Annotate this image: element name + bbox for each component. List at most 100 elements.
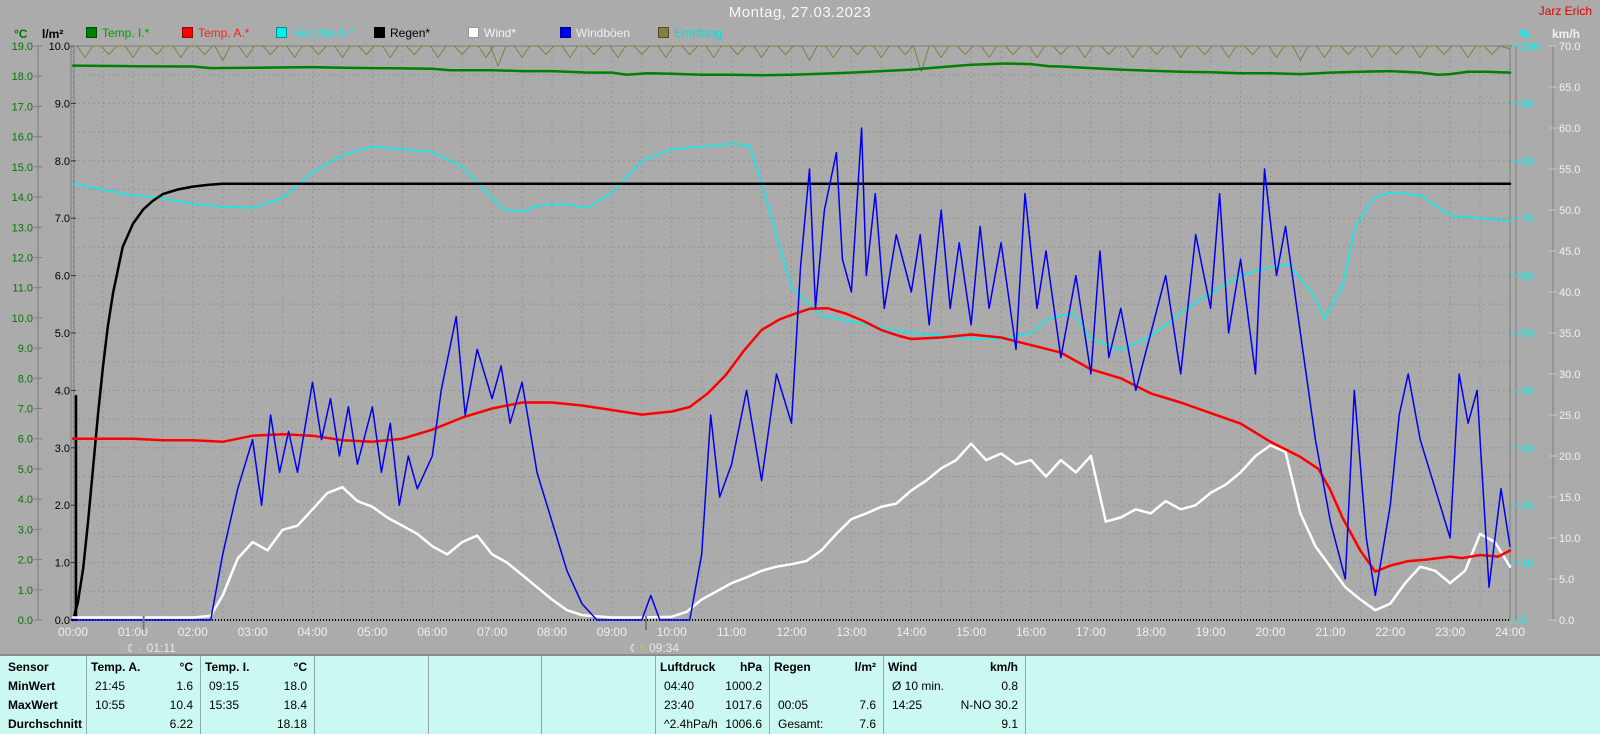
wind-axis-tick-label: 50.0 [1559, 205, 1580, 217]
series-regen [71, 182, 1512, 622]
row-label: MaxWert [8, 698, 58, 712]
x-axis-tick-label: 11:00 [717, 625, 746, 639]
rain-axis-tick-label: 10.0 [49, 41, 70, 53]
cell-time: Gesamt: [778, 717, 824, 731]
rain-axis-tick-label: 3.0 [55, 443, 70, 455]
temp-axis-tick-label: 16.0 [12, 132, 33, 144]
col-unit: hPa [739, 660, 762, 674]
weather-chart: 19.0 18.0 17.0 16.0 15.0 14.0 13.0 12.0 11.0 10.0… [12, 41, 1581, 654]
temp-axis-tick-label: 17.0 [12, 101, 33, 113]
moonset-icon: ☾ [127, 643, 137, 654]
pct-axis-tick-label: 80 [1521, 156, 1533, 168]
pct-axis-tick-label: 70 [1521, 213, 1533, 225]
cell-value: 1000.2 [725, 679, 762, 693]
right-wind-axis-unit: km/h [1552, 27, 1581, 41]
pct-axis-tick-label: 90 [1521, 98, 1533, 110]
cell-value: 1.6 [176, 679, 193, 693]
legend-item-4: Wind* [468, 26, 516, 40]
x-axis-tick-label: 05:00 [357, 625, 387, 639]
x-axis-tick-label: 15:00 [956, 625, 986, 639]
marker-time-label: 01:11 [147, 641, 176, 654]
rain-axis-tick-label: 6.0 [55, 271, 70, 283]
x-axis-tick-label: 19:00 [1196, 625, 1226, 639]
cell-time: 15:35 [209, 698, 240, 712]
x-axis-tick-label: 18:00 [1136, 625, 1166, 639]
temp-axis-tick-label: 18.0 [12, 71, 33, 83]
legend-label: Empfang [674, 26, 723, 40]
series-wind [71, 442, 1512, 619]
rain-axis-tick-label: 7.0 [55, 213, 70, 225]
cell-value: 18.18 [276, 717, 307, 731]
wind-axis-tick-label: 55.0 [1559, 164, 1580, 176]
legend-swatch-icon [658, 27, 669, 38]
wind-axis-tick-label: 5.0 [1559, 574, 1574, 586]
x-axis-tick-label: 17:00 [1076, 625, 1106, 639]
pct-axis-tick-label: 20 [1521, 500, 1533, 512]
col-header: Temp. A. [91, 660, 141, 674]
wind-axis-tick-label: 0.0 [1559, 615, 1574, 627]
cell-time: 09:15 [209, 679, 240, 693]
col-unit: km/h [989, 660, 1018, 674]
series-feuchte-a- [72, 142, 1511, 351]
x-axis-tick-label: 20:00 [1255, 625, 1285, 639]
x-axis-tick-label: 22:00 [1375, 625, 1405, 639]
x-axis-tick-label: 04:00 [297, 625, 327, 639]
temp-axis-tick-label: 7.0 [18, 404, 33, 416]
rain-axis-tick-label: 5.0 [55, 328, 70, 340]
moonrise-icon: ☾ [629, 643, 639, 654]
legend-swatch-icon [182, 27, 193, 38]
cell-time: 23:40 [664, 698, 695, 712]
cell-value: N-NO 30.2 [960, 698, 1018, 712]
marker-time-label: 09:34 [649, 641, 679, 654]
cell-value: 18.0 [283, 679, 307, 693]
wind-axis-tick-label: 70.0 [1559, 41, 1580, 53]
x-axis-tick-label: 06:00 [417, 625, 447, 639]
legend-swatch-icon [468, 27, 479, 38]
legend-item-0: Temp. I.* [86, 26, 149, 40]
legend-item-2: Feuchte A.* [276, 26, 354, 40]
col-header: Luftdruck [660, 660, 716, 674]
wind-axis-tick-label: 25.0 [1559, 410, 1580, 422]
legend-label: Feuchte A.* [292, 26, 355, 40]
pct-axis-tick-label: 30 [1521, 443, 1533, 455]
rain-axis-tick-label: 1.0 [55, 558, 70, 570]
temp-axis-tick-label: 10.0 [12, 313, 33, 325]
series-empfang [72, 45, 1511, 73]
pct-axis-tick-label: 40 [1521, 385, 1533, 397]
x-axis-tick-label: 08:00 [537, 625, 567, 639]
legend-item-3: Regen* [374, 26, 430, 40]
x-axis-tick-label: 07:00 [477, 625, 507, 639]
cell-value: 10.4 [169, 698, 193, 712]
temp-axis-tick-label: 2.0 [18, 555, 33, 567]
table-separator [541, 656, 542, 734]
temp-axis-tick-label: 15.0 [12, 162, 33, 174]
table-separator [655, 656, 656, 734]
legend-swatch-icon [86, 27, 97, 38]
temp-axis-tick-label: 12.0 [12, 252, 33, 264]
cell-time: 21:45 [95, 679, 126, 693]
cell-time: ^2.4hPa/h [664, 717, 718, 731]
legend-item-6: Empfang [658, 26, 722, 40]
moonset-icon-arrow: ↓ [137, 643, 143, 654]
series-windb-en [72, 127, 1511, 621]
x-axis-tick-label: 24:00 [1495, 625, 1525, 639]
legend-label: Temp. I.* [102, 26, 150, 40]
temp-axis-tick-label: 13.0 [12, 222, 33, 234]
table-separator [1025, 656, 1026, 734]
x-axis-tick-label: 00:00 [58, 625, 88, 639]
x-axis-tick-label: 09:00 [597, 625, 627, 639]
temp-axis-tick-label: 19.0 [12, 41, 33, 53]
temp-axis-tick-label: 11.0 [12, 283, 33, 295]
rain-axis-tick-label: 9.0 [55, 98, 70, 110]
x-axis-tick-label: 16:00 [1016, 625, 1046, 639]
cell-value: 9.1 [1001, 717, 1018, 731]
wind-axis-tick-label: 20.0 [1559, 451, 1580, 463]
cell-value: 1017.6 [725, 698, 762, 712]
x-axis-tick-label: 03:00 [238, 625, 268, 639]
table-separator [769, 656, 770, 734]
legend-label: Wind* [484, 26, 517, 40]
cell-time: Ø 10 min. [892, 679, 945, 693]
legend-swatch-icon [560, 27, 571, 38]
row-label: Sensor [8, 660, 49, 674]
legend-item-1: Temp. A.* [182, 26, 249, 40]
